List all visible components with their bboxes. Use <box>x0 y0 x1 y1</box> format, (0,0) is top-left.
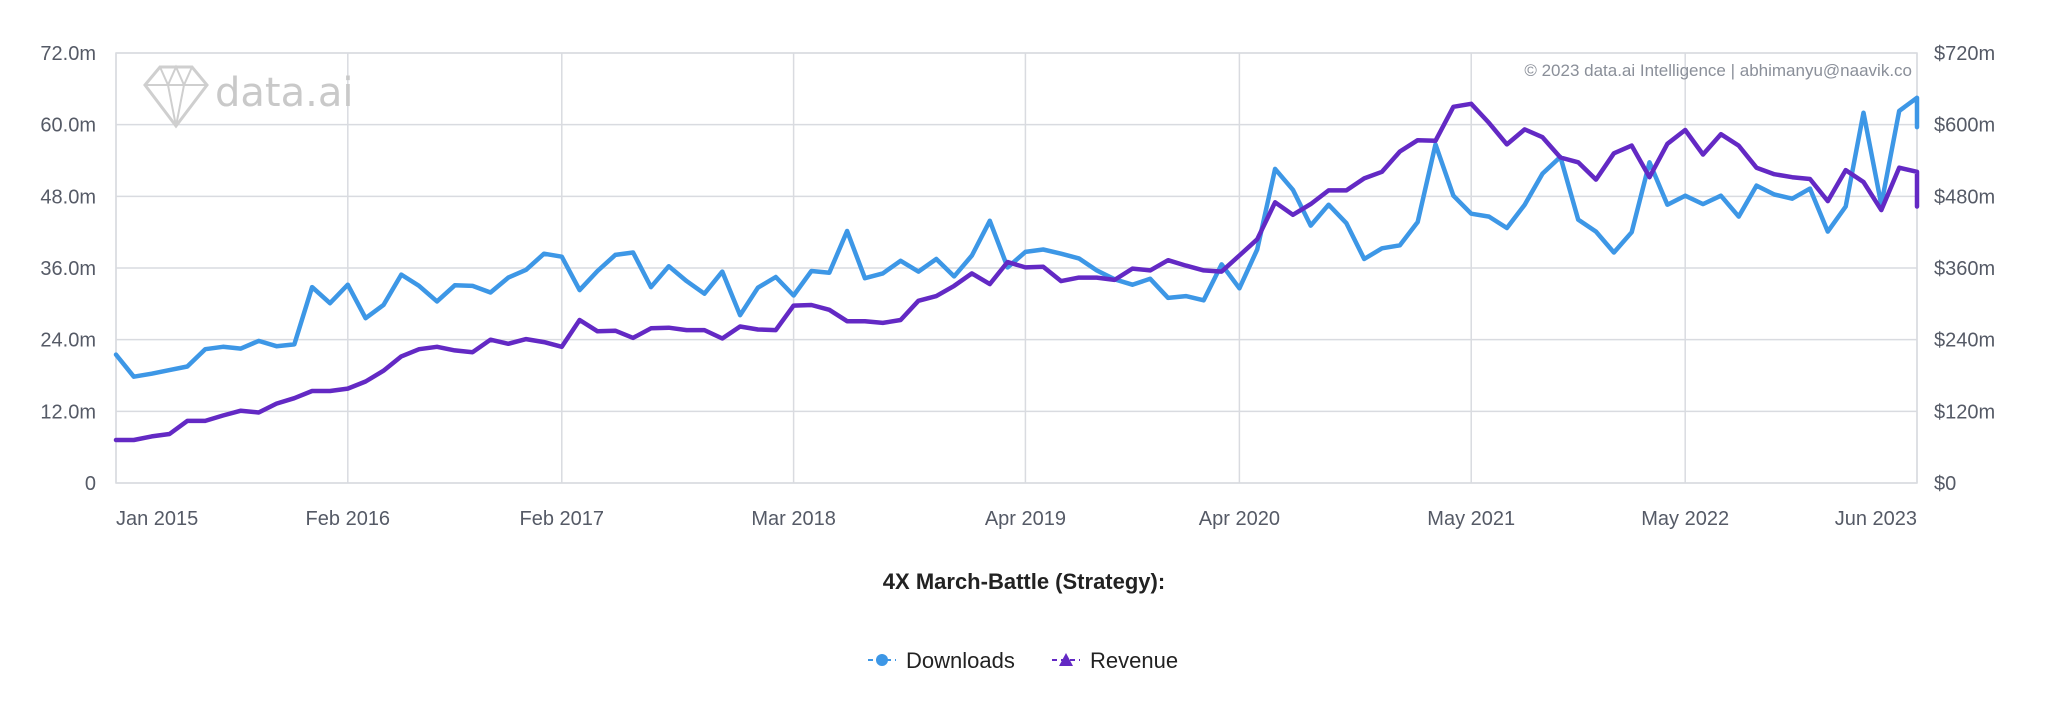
credit-text: © 2023 data.ai Intelligence | abhimanyu@… <box>1524 61 1912 80</box>
y-right-tick-label: $360m <box>1934 258 1995 280</box>
y-right-tick-label: $600m <box>1934 115 1995 137</box>
y-right-tick-label: $240m <box>1934 330 1995 352</box>
x-tick-label: Apr 2020 <box>1199 508 1280 530</box>
y-right-tick-label: $480m <box>1934 186 1995 208</box>
x-tick-label: Mar 2018 <box>751 508 836 530</box>
series-line-downloads <box>113 95 1920 379</box>
y-left-tick-label: 72.0m <box>40 43 96 65</box>
legend-label: Downloads <box>906 648 1015 673</box>
y-left-tick-label: 48.0m <box>40 186 96 208</box>
y-left-tick-label: 24.0m <box>40 330 96 352</box>
x-tick-label: May 2022 <box>1641 508 1729 530</box>
x-tick-label: Jan 2015 <box>116 508 198 530</box>
triangle-marker-icon <box>1059 653 1073 666</box>
y-left-tick-label: 36.0m <box>40 258 96 280</box>
x-tick-label: May 2021 <box>1427 508 1515 530</box>
legend-label: Revenue <box>1090 648 1178 673</box>
watermark: data.ai <box>143 64 353 129</box>
series <box>113 95 1920 443</box>
legend-item-revenue[interactable]: Revenue <box>1052 648 1178 673</box>
x-tick-label: Apr 2019 <box>985 508 1066 530</box>
y-right-tick-label: $720m <box>1934 43 1995 65</box>
x-tick-label: Feb 2017 <box>520 508 605 530</box>
legend-item-downloads[interactable]: Downloads <box>868 648 1015 673</box>
axes: 0 12.0m 24.0m 36.0m 48.0m 60.0m 72.0m $0 $120m $2… <box>40 43 1995 530</box>
x-tick-label: Jun 2023 <box>1835 508 1917 530</box>
legend: Downloads Revenue <box>868 648 1178 673</box>
chart-title: 4X March-Battle (Strategy): <box>883 569 1165 594</box>
y-left-tick-label: 0 <box>85 473 96 495</box>
grid <box>115 52 1918 484</box>
y-left-tick-label: 60.0m <box>40 115 96 137</box>
watermark-logo-text: data.ai <box>215 70 353 116</box>
y-right-tick-label: $0 <box>1934 473 1956 495</box>
x-tick-label: Feb 2016 <box>306 508 391 530</box>
y-left-tick-label: 12.0m <box>40 401 96 423</box>
y-right-tick-label: $120m <box>1934 401 1995 423</box>
diamond-logo-icon <box>143 64 209 129</box>
circle-marker-icon <box>876 654 888 666</box>
series-line-revenue <box>113 101 1920 443</box>
